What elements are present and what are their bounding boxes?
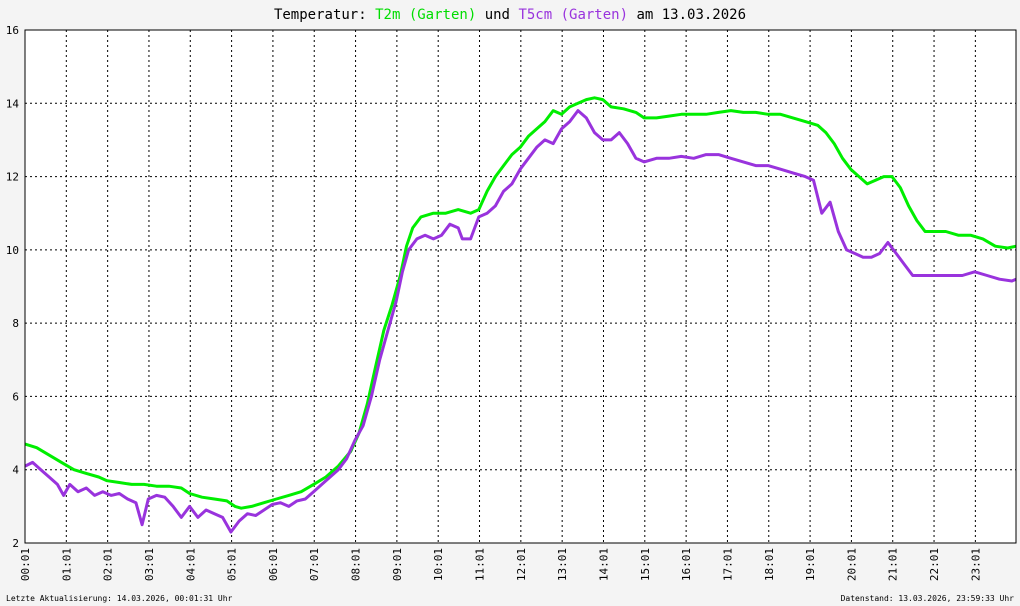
grid-lines	[25, 30, 1016, 543]
title-series2: T5cm (Garten)	[518, 7, 628, 23]
y-tick-label: 6	[12, 390, 19, 403]
x-tick-label: 08:01	[350, 548, 363, 581]
x-tick-label: 19:01	[804, 548, 817, 581]
axes: 2 4 6 8 10 12 14 16 00:01 01:01 02:01 03:01 04:01 05:…	[6, 24, 1017, 581]
title-prefix: Temperatur:	[274, 7, 367, 23]
y-tick-label: 12	[6, 171, 19, 184]
x-tick-label: 10:01	[432, 548, 445, 581]
x-tick-label: 06:01	[267, 548, 280, 581]
y-tick-label: 4	[12, 464, 19, 477]
x-tick-label: 04:01	[184, 548, 197, 581]
x-tick-label: 02:01	[102, 548, 115, 581]
title-connector: und	[485, 7, 510, 23]
x-tick-label: 05:01	[226, 548, 239, 581]
title-suffix: am 13.03.2026	[636, 7, 746, 23]
x-tick-label: 11:01	[474, 548, 487, 581]
x-tick-label: 00:01	[19, 548, 32, 581]
series-line-t5cm	[24, 109, 1017, 534]
x-tick-label: 14:01	[597, 548, 610, 581]
footer-last-update: Letzte Aktualisierung: 14.03.2026, 00:01…	[6, 594, 233, 603]
x-tick-label: 17:01	[721, 548, 734, 581]
x-tick-label: 01:01	[60, 548, 73, 581]
x-tick-label: 20:01	[845, 548, 858, 581]
x-tick-label: 22:01	[928, 548, 941, 581]
y-tick-label: 10	[6, 244, 19, 257]
y-tick-label: 16	[6, 24, 19, 37]
x-tick-label: 12:01	[515, 548, 528, 581]
y-tick-label: 14	[6, 97, 20, 110]
x-tick-label: 23:01	[969, 548, 982, 581]
x-tick-label: 09:01	[391, 548, 404, 581]
title-series1: T2m (Garten)	[375, 7, 476, 23]
x-tick-label: 03:01	[143, 548, 156, 581]
x-tick-label: 16:01	[680, 548, 693, 581]
y-tick-label: 8	[12, 317, 19, 330]
x-tick-label: 21:01	[887, 548, 900, 581]
x-tick-label: 07:01	[308, 548, 321, 581]
series-lines	[24, 96, 1017, 534]
footer-data-status: Datenstand: 13.03.2026, 23:59:33 Uhr	[841, 594, 1015, 603]
chart-title: Temperatur: T2m (Garten) und T5cm (Garte…	[274, 7, 746, 23]
x-tick-label: 15:01	[639, 548, 652, 581]
x-tick-label: 18:01	[763, 548, 776, 581]
y-tick-label: 2	[12, 537, 19, 550]
x-tick-label: 13:01	[556, 548, 569, 581]
series-line-t2m	[24, 96, 1017, 510]
plot-frame	[24, 29, 1017, 544]
